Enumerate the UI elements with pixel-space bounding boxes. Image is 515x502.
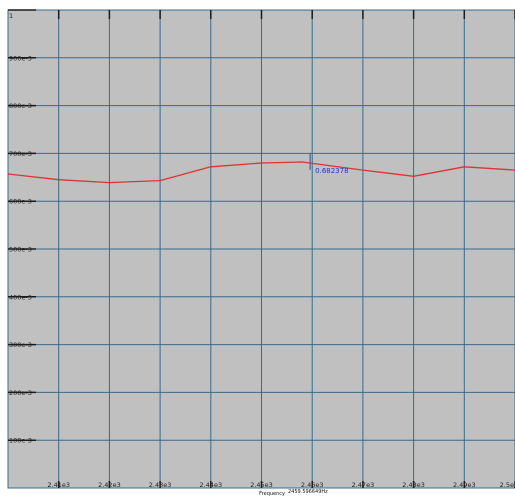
series-point <box>260 162 263 164</box>
axis-ticks: 2.41e3 2.42e3 2.43e3 2.44e3 2.45e3 2.46e3 2.47… <box>8 9 515 489</box>
x-tick-label: 2.41e3 <box>47 481 70 489</box>
x-tick-label: 2.42e3 <box>98 481 121 489</box>
y-tick-label: 100e-3 <box>9 437 32 445</box>
y-tick-label: 300e-3 <box>9 341 32 349</box>
series-point <box>7 173 9 175</box>
x-tick-label: 2.46e3 <box>301 481 324 489</box>
marker-value-label: 0.682378 <box>315 167 348 175</box>
y-tick-label: 800e-3 <box>9 102 32 110</box>
series-point <box>210 166 212 168</box>
x-tick-label: 2.48e3 <box>402 481 425 489</box>
series-point <box>108 181 110 184</box>
y-tick-label: 400e-3 <box>9 293 32 301</box>
x-tick-label: 2.49e3 <box>453 481 476 489</box>
y-tick-label: 500e-3 <box>9 246 32 254</box>
y-tick-label: 700e-3 <box>9 150 32 158</box>
series-point <box>362 169 364 171</box>
y-tick-label: 200e-3 <box>9 389 32 397</box>
series-point <box>301 161 303 163</box>
x-cursor-readout: 2459.596649Hz <box>288 489 328 495</box>
x-tick-label: 2.5e <box>500 481 514 489</box>
series-point <box>58 179 60 181</box>
x-tick-label: 2.43e3 <box>149 481 172 489</box>
series-point <box>159 180 161 182</box>
x-tick-label: 2.45e3 <box>250 481 273 489</box>
y-tick-label: 1 <box>9 12 13 20</box>
y-tick-label: 600e-3 <box>9 198 32 206</box>
grid-lines <box>8 9 515 488</box>
marker-layer: 0.682378 <box>309 153 349 175</box>
x-tick-label: 2.47e3 <box>352 481 375 489</box>
x-tick-label: 2.44e3 <box>199 481 222 489</box>
series-point <box>463 166 465 168</box>
x-axis-footer: Frequency 2459.596649Hz <box>259 489 328 497</box>
series-point <box>413 175 415 177</box>
x-axis-label: Frequency <box>259 491 285 497</box>
y-tick-label: 900e-3 <box>9 54 32 62</box>
